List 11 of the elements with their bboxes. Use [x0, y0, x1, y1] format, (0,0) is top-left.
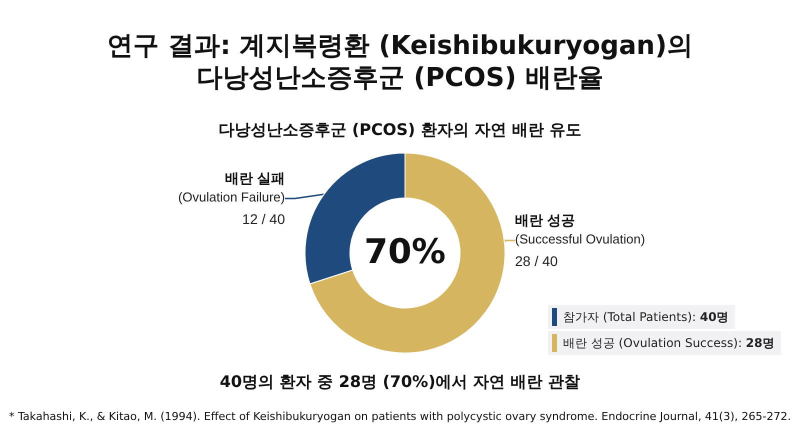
text: 70%: [363, 232, 447, 272]
text: 40명의 환자 중 28명 (70%)에서 자연 배란 관찰: [218, 372, 582, 393]
data-label: 28 / 40: [515, 253, 558, 269]
text: 배란 성공 (Ovulation Success): 28명: [563, 334, 774, 352]
chart-subtitle: 다낭성난소증후군 (PCOS) 환자의 자연 배란 유도: [217, 120, 583, 141]
slice-label: 배란 성공 (Successful Ovulation): [515, 212, 646, 246]
chart-title: 연구 결과: 계지복령환 (Keishibukuryogan)의 다낭성난소증후군 (PCOS) 배란율: [106, 30, 694, 94]
text: 참가자 (Total Patients): 40명: [563, 308, 729, 326]
data-label: 12 / 40: [242, 211, 286, 227]
slice-label: 배란 실패 (Ovulation Failure): [178, 170, 285, 204]
text: * Takahashi, K., & Kitao, M. (1994). Effect of Keishibukuryogan on patients with polycystic ovary syndrome. Endocrine Journal, 41(3), 265-272.: [8, 410, 792, 423]
